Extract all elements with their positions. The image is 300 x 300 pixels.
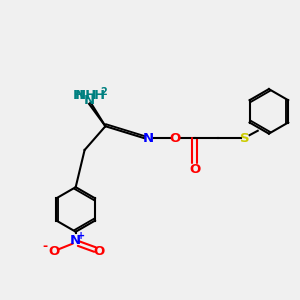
Text: N: N bbox=[83, 94, 94, 107]
Text: NH: NH bbox=[75, 88, 97, 101]
Text: 2: 2 bbox=[100, 87, 107, 97]
Text: O: O bbox=[169, 132, 181, 145]
Text: N: N bbox=[143, 132, 154, 145]
Text: H: H bbox=[94, 88, 105, 101]
Text: O: O bbox=[189, 163, 200, 176]
Text: O: O bbox=[93, 244, 104, 258]
Text: S: S bbox=[240, 132, 250, 145]
Text: -: - bbox=[43, 240, 48, 253]
Text: +: + bbox=[77, 231, 85, 241]
Text: N: N bbox=[70, 234, 81, 247]
Text: H: H bbox=[73, 88, 84, 101]
Text: O: O bbox=[48, 244, 60, 258]
